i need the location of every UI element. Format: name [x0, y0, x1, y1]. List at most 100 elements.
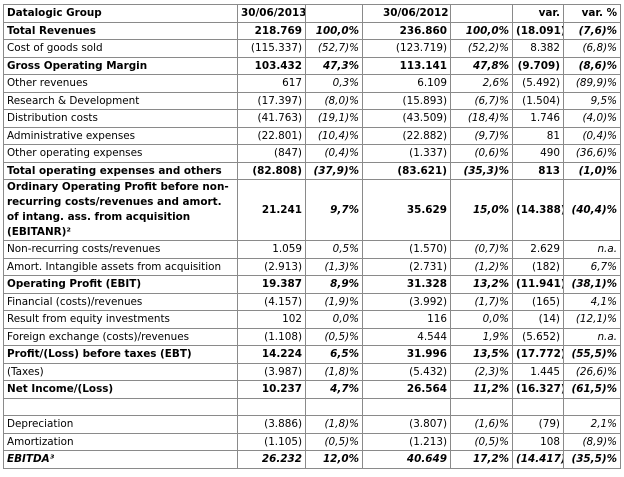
value-cell: 2.629 — [512, 240, 564, 259]
percent-cell: (1,6)% — [450, 415, 513, 434]
percent-cell: 13,5% — [450, 345, 513, 364]
row-label: Financial (costs)/revenues — [3, 292, 238, 311]
percent-cell: (1,0)% — [563, 161, 621, 180]
table-row: Ordinary Operating Profit before non-rec… — [3, 179, 621, 241]
empty-cell — [563, 397, 621, 416]
percent-cell: (9,7)% — [450, 126, 513, 145]
value-cell: (3.992) — [362, 292, 451, 311]
row-label: Non-recurring costs/revenues — [3, 240, 238, 259]
value-cell: (22.801) — [237, 126, 306, 145]
percent-cell: 2,6% — [450, 74, 513, 93]
value-cell: (1.108) — [237, 327, 306, 346]
table-row: Administrative expenses (22.801) (10,4)% (2… — [3, 126, 621, 145]
table-row: Research & Development (17.397) (8,0)% (15.… — [3, 91, 621, 110]
value-cell: (1.570) — [362, 240, 451, 259]
row-label: Operating Profit (EBIT) — [3, 275, 238, 294]
row-label: Depreciation — [3, 415, 238, 434]
percent-cell: 4,7% — [305, 380, 363, 399]
value-cell: (17.772) — [512, 345, 564, 364]
percent-cell: 12,0% — [305, 450, 363, 469]
table-row: EBITDA³ 26.232 12,0% 40.649 17,2% (14.417) (35… — [3, 450, 621, 469]
table-row: Result from equity investments 102 0,0% 116… — [3, 310, 621, 329]
value-cell: (14) — [512, 310, 564, 329]
row-label: Amortization — [3, 432, 238, 451]
percent-cell: 6,5% — [305, 345, 363, 364]
value-cell: 8.382 — [512, 39, 564, 58]
header-blank — [305, 4, 363, 23]
header-var: var. — [512, 4, 564, 23]
value-cell: 218.769 — [237, 21, 306, 40]
row-label: Cost of goods sold — [3, 39, 238, 58]
header-var-pct: var. % — [563, 4, 621, 23]
value-cell: (43.509) — [362, 109, 451, 128]
percent-cell: (52,2)% — [450, 39, 513, 58]
row-label: Total operating expenses and others — [3, 161, 238, 180]
value-cell: 19.387 — [237, 275, 306, 294]
percent-cell: n.a. — [563, 240, 621, 259]
value-cell: 113.141 — [362, 56, 451, 75]
percent-cell: (26,6)% — [563, 362, 621, 381]
value-cell: (2.913) — [237, 257, 306, 276]
table-row: Other operating expenses (847) (0,4)% (1.33… — [3, 144, 621, 163]
value-cell: (5.432) — [362, 362, 451, 381]
table-row: Depreciation (3.886) (1,8)% (3.807) (1,6)% (7… — [3, 415, 621, 434]
percent-cell: (37,9)% — [305, 161, 363, 180]
percent-cell: (1,8)% — [305, 415, 363, 434]
value-cell: 21.241 — [237, 179, 306, 241]
value-cell: (1.337) — [362, 144, 451, 163]
percent-cell: (8,0)% — [305, 91, 363, 110]
percent-cell: (35,5)% — [563, 450, 621, 469]
percent-cell: (0,7)% — [450, 240, 513, 259]
empty-cell — [237, 397, 306, 416]
row-label: Distribution costs — [3, 109, 238, 128]
percent-cell: 9,5% — [563, 91, 621, 110]
percent-cell: 17,2% — [450, 450, 513, 469]
percent-cell: 6,7% — [563, 257, 621, 276]
empty-cell — [450, 397, 513, 416]
value-cell: (18.091) — [512, 21, 564, 40]
value-cell: 1.746 — [512, 109, 564, 128]
row-label: Amort. Intangible assets from acquisitio… — [3, 257, 238, 276]
value-cell: 26.232 — [237, 450, 306, 469]
value-cell: (15.893) — [362, 91, 451, 110]
percent-cell: (0,4)% — [305, 144, 363, 163]
value-cell: (82.808) — [237, 161, 306, 180]
row-label: Other operating expenses — [3, 144, 238, 163]
value-cell: 490 — [512, 144, 564, 163]
empty-cell — [512, 397, 564, 416]
table-row: Net Income/(Loss) 10.237 4,7% 26.564 11,2% (1… — [3, 380, 621, 399]
row-label: (Taxes) — [3, 362, 238, 381]
empty-cell — [362, 397, 451, 416]
percent-cell: (8,6)% — [563, 56, 621, 75]
value-cell: 14.224 — [237, 345, 306, 364]
value-cell: 236.860 — [362, 21, 451, 40]
value-cell: 4.544 — [362, 327, 451, 346]
percent-cell: (6,8)% — [563, 39, 621, 58]
value-cell: (2.731) — [362, 257, 451, 276]
value-cell: 35.629 — [362, 179, 451, 241]
header-row: Datalogic Group 30/06/2013 30/06/2012 va… — [3, 4, 621, 23]
row-label: Administrative expenses — [3, 126, 238, 145]
percent-cell: (0,4)% — [563, 126, 621, 145]
value-cell: (11.941) — [512, 275, 564, 294]
percent-cell: (1,2)% — [450, 257, 513, 276]
value-cell: 40.649 — [362, 450, 451, 469]
row-label: Foreign exchange (costs)/revenues — [3, 327, 238, 346]
value-cell: (14.417) — [512, 450, 564, 469]
value-cell: (165) — [512, 292, 564, 311]
value-cell: (22.882) — [362, 126, 451, 145]
percent-cell: (8,9)% — [563, 432, 621, 451]
percent-cell: 15,0% — [450, 179, 513, 241]
value-cell: 81 — [512, 126, 564, 145]
table-row: Profit/(Loss) before taxes (EBT) 14.224 6,… — [3, 345, 621, 364]
value-cell: 813 — [512, 161, 564, 180]
percent-cell: 100,0% — [450, 21, 513, 40]
table-row: Amortization (1.105) (0,5)% (1.213) (0,5)% 10… — [3, 432, 621, 451]
value-cell: (1.105) — [237, 432, 306, 451]
percent-cell: (10,4)% — [305, 126, 363, 145]
table-row: Foreign exchange (costs)/revenues (1.108)… — [3, 327, 621, 346]
income-table: Datalogic Group 30/06/2013 30/06/2012 va… — [3, 4, 621, 469]
table-row: Operating Profit (EBIT) 19.387 8,9% 31.328 1… — [3, 275, 621, 294]
row-label: Total Revenues — [3, 21, 238, 40]
